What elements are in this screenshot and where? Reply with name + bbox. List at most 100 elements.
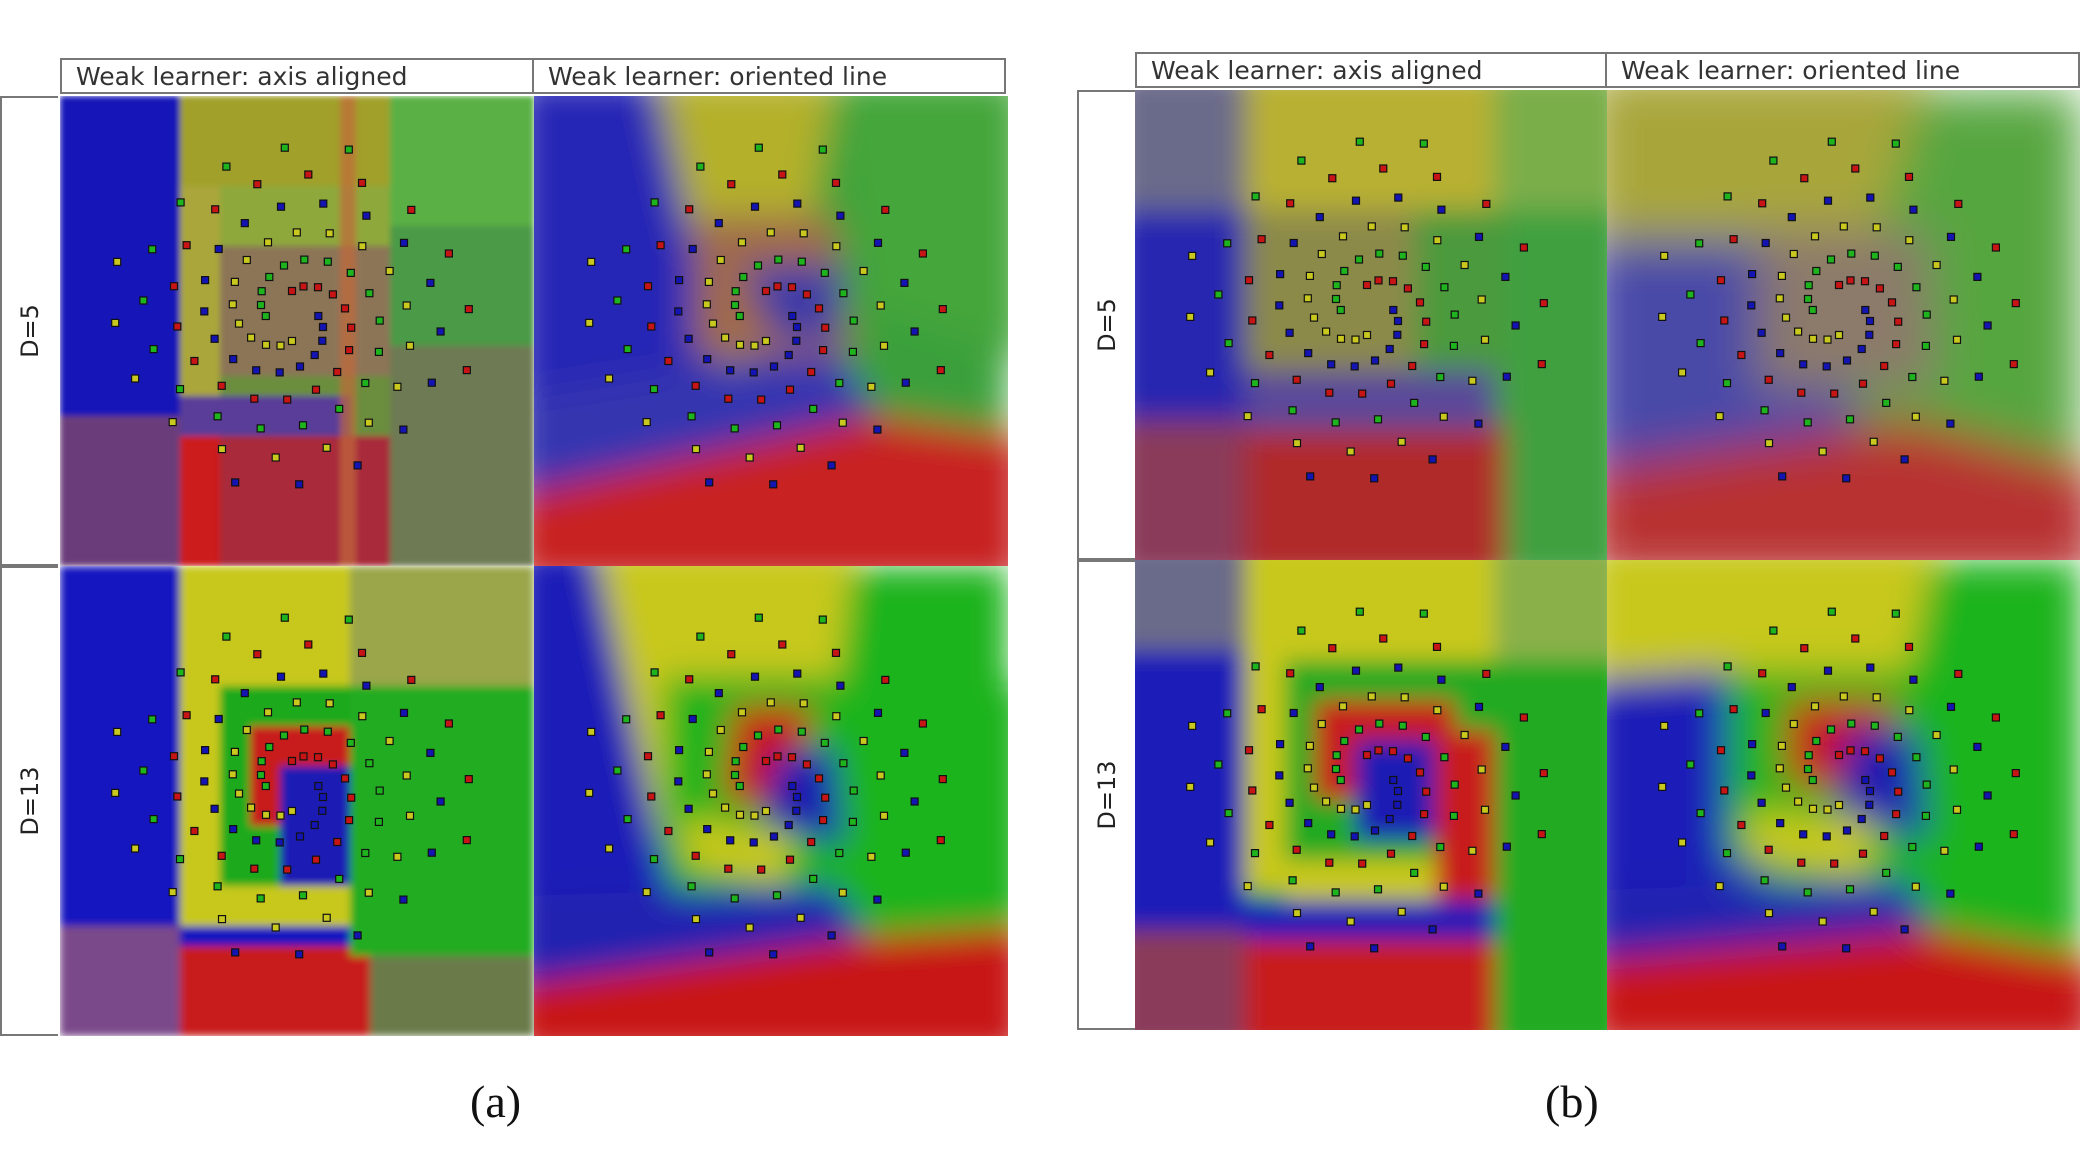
training-point [1398, 721, 1407, 730]
training-point [1861, 305, 1870, 315]
training-point [335, 404, 344, 413]
training-point [222, 632, 231, 641]
training-point [818, 615, 827, 624]
training-point [1847, 249, 1856, 258]
training-point [399, 895, 408, 904]
training-point [1769, 156, 1778, 165]
training-point [1870, 721, 1879, 730]
training-point [716, 255, 725, 265]
training-point [730, 300, 740, 310]
training-point [1803, 418, 1812, 427]
training-point [139, 766, 148, 775]
row-label-depth-13: D=13 [1077, 560, 1135, 1030]
training-point [1894, 317, 1903, 326]
training-point [1686, 290, 1695, 299]
training-point [1374, 276, 1383, 285]
training-point [792, 792, 802, 802]
training-point [642, 418, 651, 427]
column-header-label: Weak learner: axis aligned [76, 61, 408, 91]
training-point [168, 418, 177, 427]
training-point [292, 698, 301, 707]
training-point [766, 228, 775, 237]
training-point [1362, 800, 1372, 810]
training-point [1276, 270, 1285, 279]
training-point [1305, 741, 1314, 751]
training-point [664, 826, 673, 836]
column-header-axis-aligned: Weak learner: axis aligned [1135, 52, 1607, 88]
training-point [1428, 925, 1437, 934]
training-point [1338, 232, 1348, 241]
training-point [201, 745, 210, 755]
training-point [585, 318, 594, 327]
training-point [1433, 236, 1442, 245]
training-point [1812, 266, 1821, 276]
training-point [1922, 310, 1931, 319]
training-point [1715, 881, 1724, 891]
training-point [1340, 736, 1349, 746]
training-point [217, 914, 227, 924]
training-point [1275, 771, 1284, 780]
training-point [1866, 663, 1875, 672]
training-point [210, 804, 219, 813]
training-point [211, 675, 220, 684]
training-point [427, 848, 436, 857]
training-point [263, 238, 273, 247]
training-point [1747, 739, 1757, 749]
training-point [1778, 472, 1787, 481]
training-point [1248, 786, 1257, 795]
training-point [323, 727, 332, 736]
training-point [761, 756, 771, 766]
training-point [325, 699, 334, 708]
training-point [1286, 669, 1295, 678]
training-point [1338, 702, 1348, 711]
training-point [1761, 708, 1770, 718]
training-point [1803, 294, 1813, 304]
training-point [1911, 882, 1920, 891]
training-point [1789, 249, 1798, 259]
caption-b: (b) [1545, 1076, 1599, 1127]
training-point [1336, 804, 1346, 813]
training-point [1244, 276, 1254, 285]
training-point [1336, 305, 1345, 315]
training-point [436, 327, 445, 336]
training-point [901, 378, 910, 387]
training-point [295, 480, 304, 489]
training-point [769, 832, 779, 841]
training-point [1304, 349, 1313, 358]
training-point [1974, 842, 1983, 851]
training-point [827, 931, 836, 940]
training-point [1932, 730, 1941, 740]
training-point [275, 838, 284, 847]
training-point [252, 836, 261, 845]
column-header-label: Weak learner: oriented line [548, 61, 888, 91]
training-point [1432, 642, 1442, 652]
training-point [1991, 243, 2001, 252]
training-point [1393, 330, 1402, 339]
training-point [319, 199, 328, 208]
training-point [1482, 669, 1491, 679]
training-point [1325, 388, 1334, 397]
training-point [311, 385, 321, 394]
training-point [650, 668, 659, 677]
training-point [647, 322, 656, 331]
training-point [217, 381, 226, 390]
training-point [313, 753, 323, 762]
training-point [1539, 299, 1548, 308]
training-point [426, 748, 435, 758]
training-point [818, 815, 828, 825]
training-point [176, 198, 185, 207]
training-point [727, 650, 736, 659]
column-header-oriented-line: Weak learner: oriented line [1605, 52, 2080, 88]
training-point [1436, 842, 1445, 852]
training-point [731, 287, 740, 296]
training-point [1224, 339, 1233, 348]
training-point [201, 276, 210, 285]
training-point [328, 760, 337, 769]
training-point [1248, 316, 1257, 325]
training-point [240, 218, 249, 228]
training-point [1860, 277, 1870, 286]
training-point [1367, 692, 1376, 701]
training-point [1309, 313, 1319, 322]
training-point [346, 738, 355, 748]
training-point [1519, 243, 1528, 252]
